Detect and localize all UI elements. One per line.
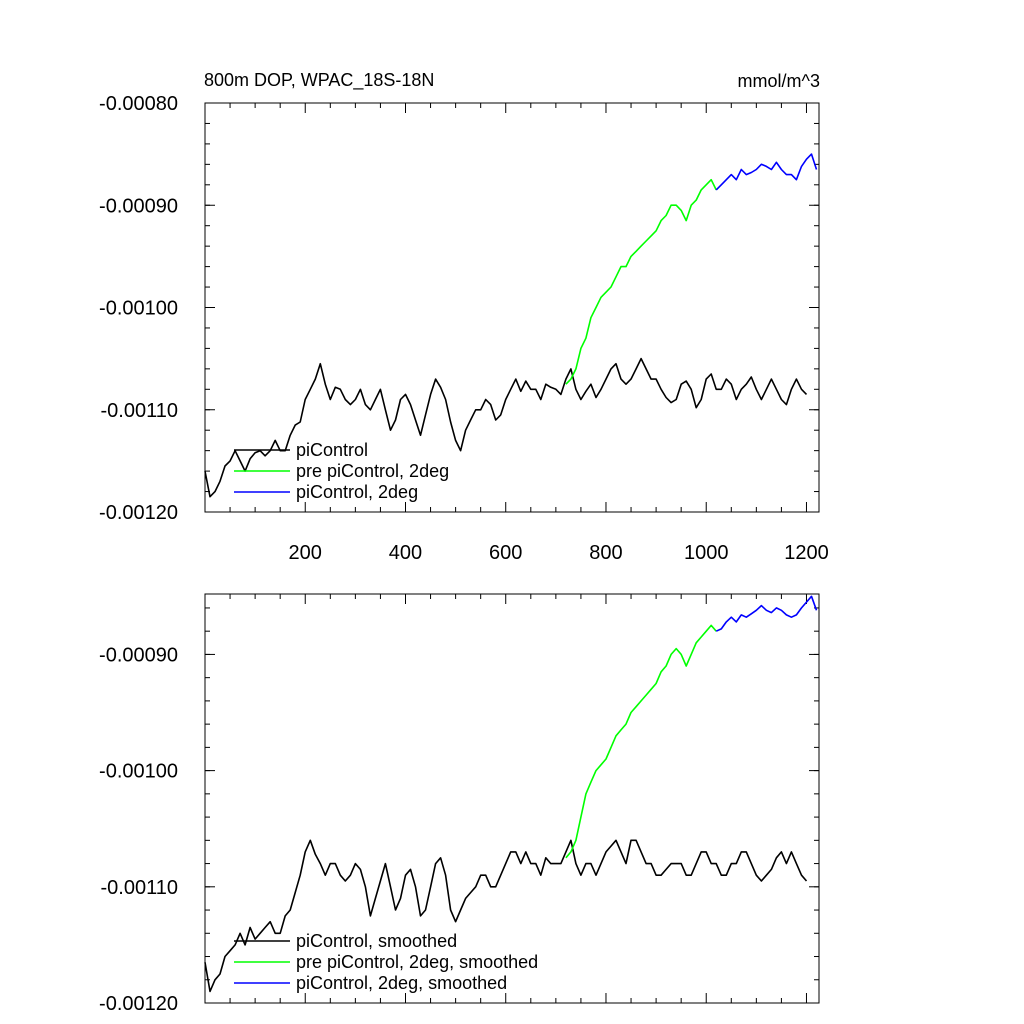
y-tick-label: -0.00110 bbox=[101, 400, 178, 422]
legend-label-picontrol-smoothed: piControl, smoothed bbox=[296, 931, 457, 951]
bottom-series-picontrol-2deg-smoothed bbox=[715, 595, 818, 632]
y-tick-label: -0.00120 bbox=[99, 502, 178, 524]
x-tick-label: 400 bbox=[389, 542, 422, 564]
x-tick-label: 1200 bbox=[784, 542, 829, 564]
legend-label-pre-picontrol-2deg-smoothed: pre piControl, 2deg, smoothed bbox=[296, 952, 538, 972]
chart-bottom-x-axis bbox=[229, 594, 807, 1003]
legend-label-pre-picontrol-2deg: pre piControl, 2deg bbox=[296, 461, 449, 481]
chart-bottom-plot-frame bbox=[204, 593, 820, 1004]
chart-top-legend: piControl pre piControl, 2deg piControl,… bbox=[234, 440, 449, 502]
legend-label-picontrol-2deg-smoothed: piControl, 2deg, smoothed bbox=[296, 973, 507, 993]
chart-bottom-legend: piControl, smoothed pre piControl, 2deg,… bbox=[234, 931, 538, 993]
x-tick-label: 1000 bbox=[684, 542, 729, 564]
legend-label-picontrol: piControl bbox=[296, 440, 368, 460]
chart-bottom: -0.00120 -0.00110 -0.00100 -0.00090 piContr… bbox=[99, 593, 820, 1015]
chart-bottom-series bbox=[204, 595, 818, 993]
bottom-series-picontrol-smoothed bbox=[204, 839, 808, 993]
bottom-series-pre-picontrol-2deg-smoothed bbox=[565, 624, 717, 859]
y-tick-label: -0.00100 bbox=[99, 298, 178, 320]
chart-top: 800m DOP, WPAC_18S-18N mmol/m^3 -0.00120… bbox=[99, 70, 829, 564]
y-tick-label: -0.00080 bbox=[99, 93, 178, 115]
chart-top-title: 800m DOP, WPAC_18S-18N bbox=[204, 70, 434, 91]
top-series-pre-picontrol-2deg bbox=[565, 178, 717, 385]
x-tick-label: 600 bbox=[489, 542, 522, 564]
y-tick-label: -0.00120 bbox=[99, 993, 178, 1015]
y-tick-label: -0.00100 bbox=[99, 761, 178, 783]
chart-top-y-axis: -0.00120 -0.00110 -0.00100 -0.00090 -0.00080 bbox=[99, 93, 819, 524]
legend-label-picontrol-2deg: piControl, 2deg bbox=[296, 482, 418, 502]
y-tick-label: -0.00110 bbox=[101, 877, 178, 899]
top-series-picontrol bbox=[204, 357, 808, 498]
y-tick-label: -0.00090 bbox=[99, 195, 178, 217]
chart-top-units: mmol/m^3 bbox=[738, 71, 820, 91]
y-tick-label: -0.00090 bbox=[99, 644, 178, 666]
top-series-picontrol-2deg bbox=[715, 153, 818, 191]
chart-top-series bbox=[204, 153, 818, 498]
x-tick-label: 200 bbox=[289, 542, 322, 564]
x-tick-label: 800 bbox=[589, 542, 622, 564]
chart-bottom-y-axis: -0.00120 -0.00110 -0.00100 -0.00090 bbox=[99, 607, 819, 1015]
chart-top-x-axis: 200 400 600 800 1000 1200 bbox=[229, 103, 829, 564]
